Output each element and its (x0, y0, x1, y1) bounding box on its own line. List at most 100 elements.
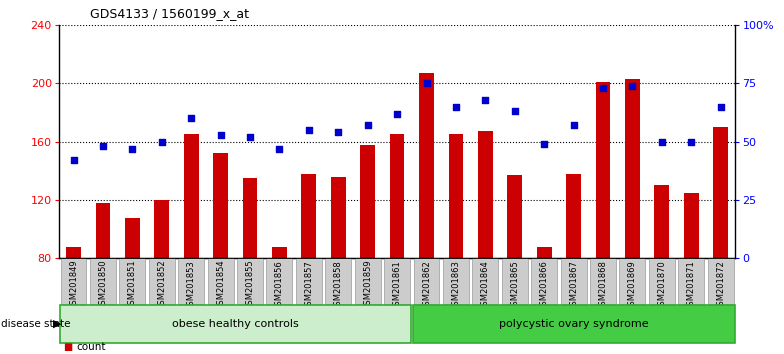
Bar (478, 131, 492, 258)
FancyBboxPatch shape (325, 258, 351, 304)
Text: count: count (76, 342, 106, 352)
Text: ■: ■ (63, 342, 72, 352)
FancyBboxPatch shape (384, 258, 410, 304)
Text: GSM201871: GSM201871 (687, 260, 695, 310)
Point (568, 122, 580, 128)
Point (126, 146, 139, 152)
Text: GDS4133 / 1560199_x_at: GDS4133 / 1560199_x_at (90, 7, 249, 20)
Bar (213, 153, 228, 258)
Point (597, 85, 609, 91)
Text: GSM201867: GSM201867 (569, 260, 578, 311)
Bar (625, 79, 640, 258)
FancyBboxPatch shape (237, 258, 263, 304)
Point (96, 143, 109, 149)
Text: GSM201863: GSM201863 (452, 260, 460, 311)
Point (450, 104, 463, 109)
Bar (183, 134, 198, 258)
Bar (302, 174, 316, 258)
Bar (419, 73, 434, 258)
Bar (448, 134, 463, 258)
FancyBboxPatch shape (267, 258, 292, 304)
Bar (361, 144, 375, 258)
Bar (655, 185, 670, 258)
Bar (243, 178, 257, 258)
Point (685, 139, 698, 144)
Bar (537, 247, 551, 258)
FancyBboxPatch shape (532, 258, 557, 304)
Bar (96, 203, 111, 258)
Bar (272, 247, 287, 258)
Point (420, 80, 433, 86)
Text: GSM201853: GSM201853 (187, 260, 196, 310)
Text: GSM201859: GSM201859 (363, 260, 372, 310)
Text: ▶: ▶ (53, 319, 62, 329)
Text: GSM201851: GSM201851 (128, 260, 137, 310)
FancyBboxPatch shape (502, 258, 528, 304)
Text: obese healthy controls: obese healthy controls (172, 319, 299, 329)
Point (332, 130, 344, 135)
Text: GSM201861: GSM201861 (393, 260, 401, 310)
FancyBboxPatch shape (678, 258, 704, 304)
Text: GSM201866: GSM201866 (539, 260, 549, 311)
FancyBboxPatch shape (208, 258, 234, 304)
Text: GSM201858: GSM201858 (334, 260, 343, 310)
Text: GSM201862: GSM201862 (422, 260, 431, 310)
FancyBboxPatch shape (90, 258, 116, 304)
Point (655, 139, 668, 144)
FancyBboxPatch shape (473, 258, 499, 304)
Point (714, 104, 727, 109)
Bar (684, 193, 699, 258)
Text: GSM201872: GSM201872 (716, 260, 725, 310)
FancyBboxPatch shape (354, 258, 380, 304)
Bar (66, 247, 81, 258)
FancyBboxPatch shape (119, 258, 145, 304)
Bar (331, 177, 346, 258)
Bar (125, 217, 140, 258)
Point (390, 111, 403, 116)
FancyBboxPatch shape (149, 258, 175, 304)
Bar (713, 127, 728, 258)
Text: GSM201869: GSM201869 (628, 260, 637, 310)
Point (538, 141, 550, 147)
FancyBboxPatch shape (561, 258, 586, 304)
Point (479, 97, 492, 102)
FancyBboxPatch shape (412, 305, 735, 343)
Point (214, 132, 227, 137)
Text: GSM201870: GSM201870 (657, 260, 666, 310)
Point (303, 127, 315, 133)
Point (244, 134, 256, 140)
Point (273, 146, 285, 152)
Text: GSM201849: GSM201849 (69, 260, 78, 310)
Text: GSM201850: GSM201850 (99, 260, 107, 310)
Text: disease state: disease state (1, 319, 71, 329)
FancyBboxPatch shape (590, 258, 616, 304)
FancyBboxPatch shape (649, 258, 675, 304)
FancyBboxPatch shape (178, 258, 204, 304)
FancyBboxPatch shape (60, 305, 411, 343)
Text: GSM201868: GSM201868 (598, 260, 608, 311)
FancyBboxPatch shape (708, 258, 734, 304)
Text: GSM201852: GSM201852 (158, 260, 166, 310)
Text: GSM201856: GSM201856 (275, 260, 284, 310)
FancyBboxPatch shape (414, 258, 440, 304)
Point (361, 122, 374, 128)
Text: GSM201865: GSM201865 (510, 260, 519, 310)
Point (626, 83, 639, 88)
Bar (596, 82, 611, 258)
FancyBboxPatch shape (443, 258, 469, 304)
Text: polycystic ovary syndrome: polycystic ovary syndrome (499, 319, 648, 329)
FancyBboxPatch shape (619, 258, 645, 304)
Bar (566, 174, 581, 258)
FancyBboxPatch shape (60, 258, 86, 304)
FancyBboxPatch shape (296, 258, 321, 304)
Text: GSM201857: GSM201857 (304, 260, 314, 310)
Bar (154, 200, 169, 258)
Bar (507, 175, 522, 258)
Text: GSM201854: GSM201854 (216, 260, 225, 310)
Point (185, 115, 198, 121)
Text: GSM201855: GSM201855 (245, 260, 255, 310)
Text: GSM201864: GSM201864 (481, 260, 490, 310)
Point (509, 108, 521, 114)
Bar (390, 134, 405, 258)
Point (67, 158, 80, 163)
